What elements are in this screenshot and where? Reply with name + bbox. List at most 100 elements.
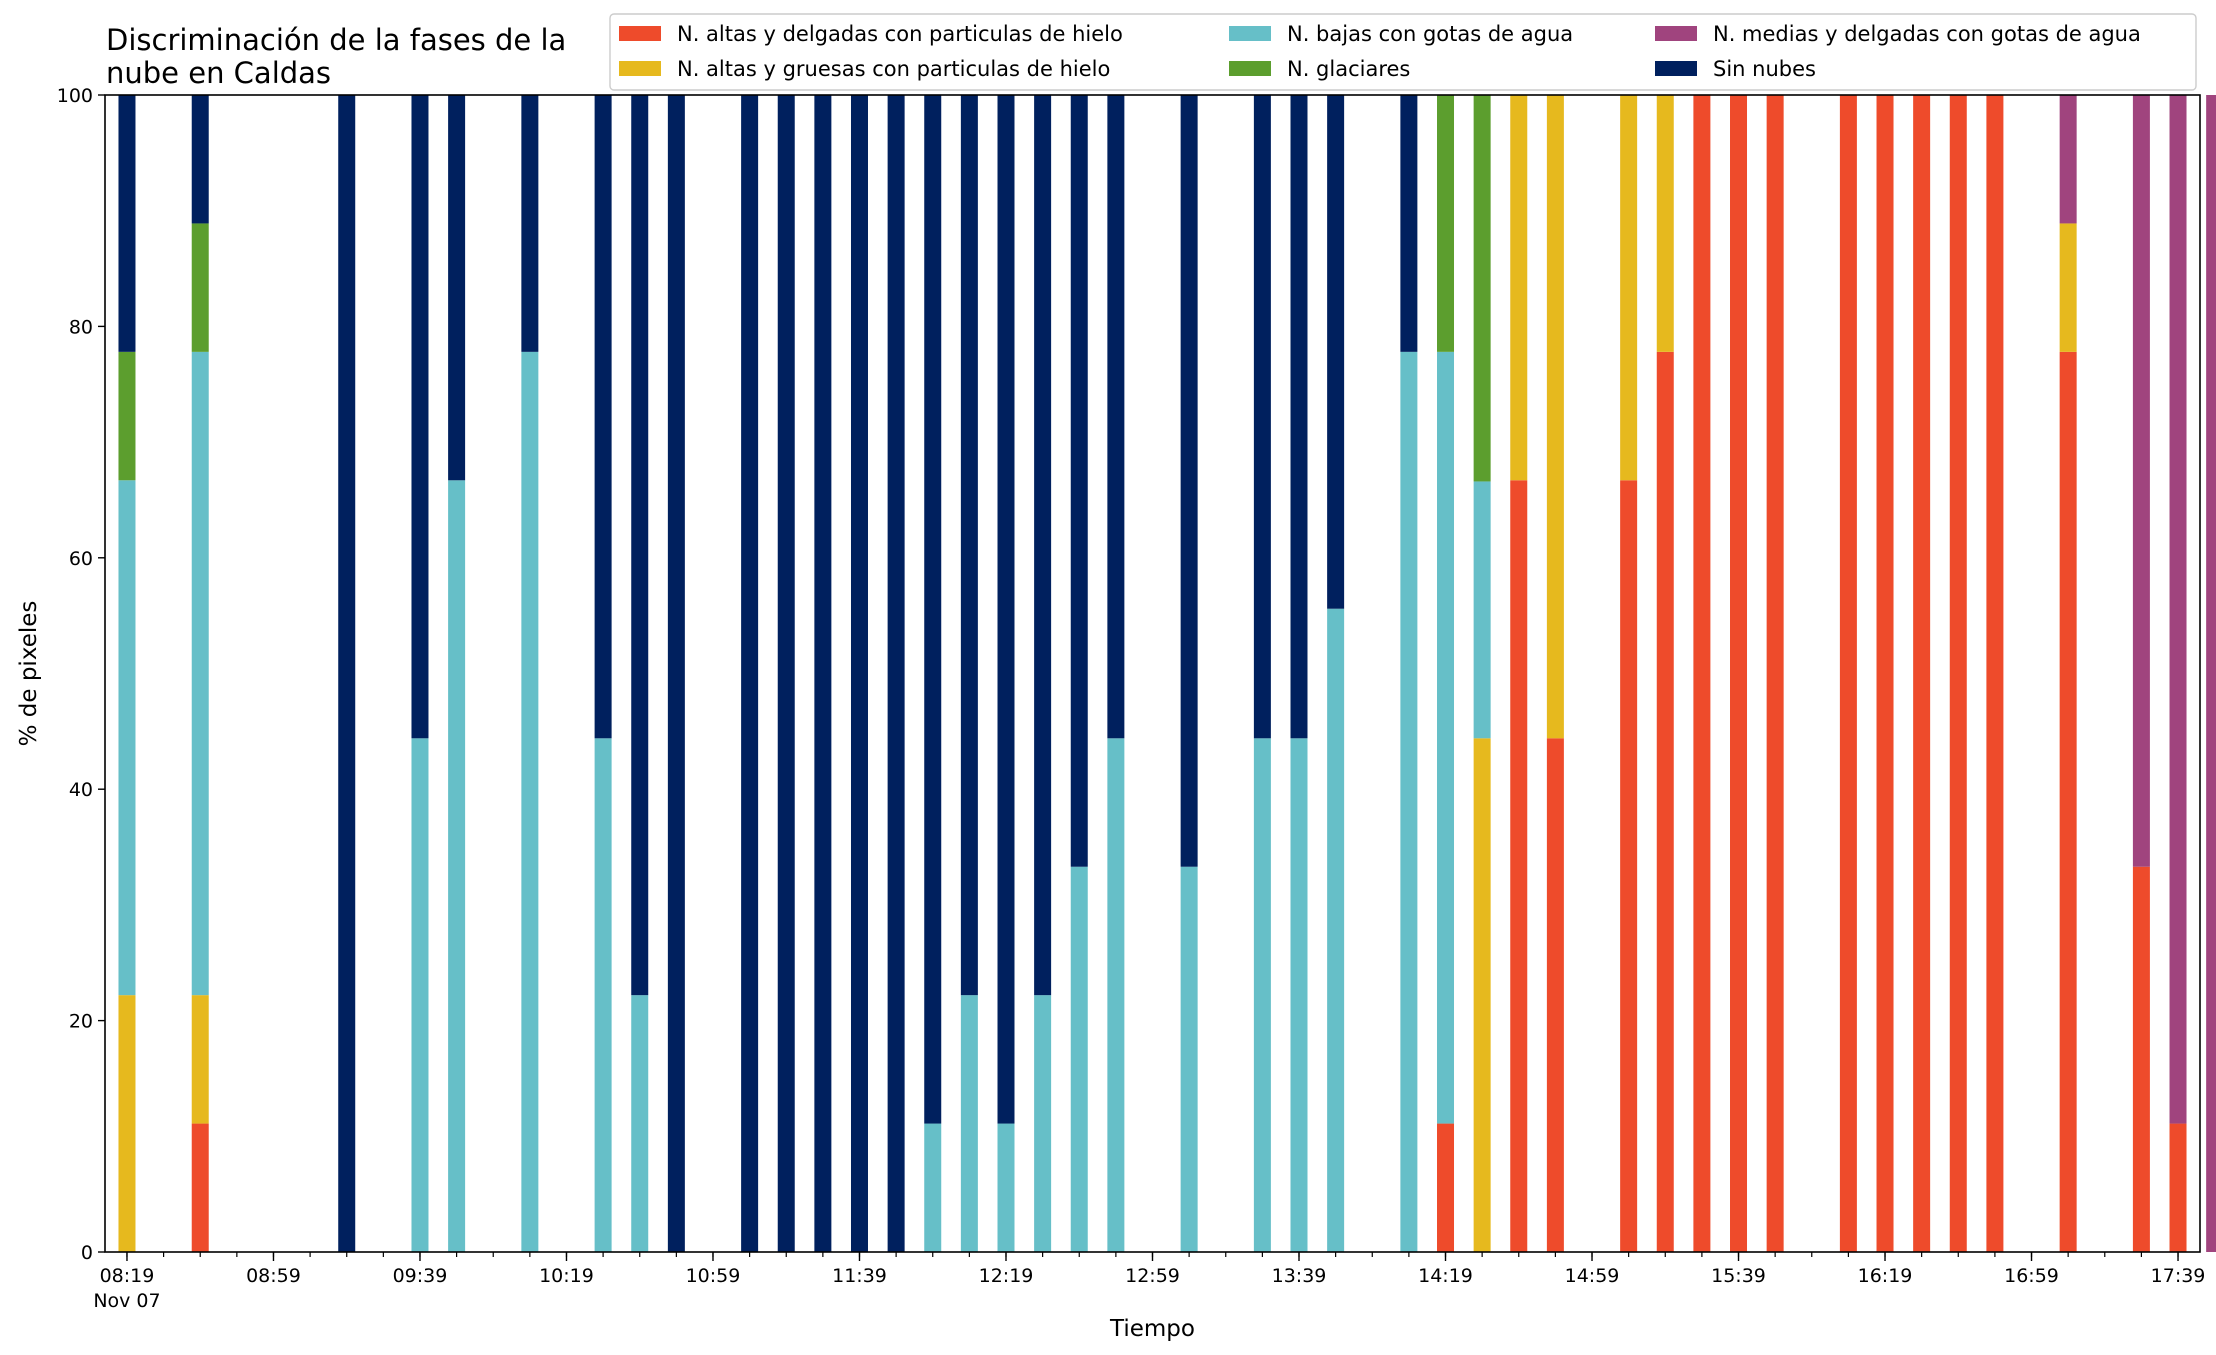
- bar-segment-27-1: [1510, 95, 1528, 481]
- bar-segment-15-2: [960, 995, 978, 1252]
- bar-segment-0-5: [118, 95, 136, 352]
- bar-segment-33-0: [1766, 95, 1784, 1252]
- y-tick-label: 40: [69, 779, 93, 801]
- bar-segment-7-5: [631, 95, 649, 996]
- x-tick-label: 10:19: [539, 1265, 594, 1287]
- bar-segment-12-5: [850, 95, 868, 1252]
- bar-segment-14-2: [924, 1123, 942, 1252]
- bar-segment-18-2: [1070, 866, 1088, 1252]
- bar-segment-3-2: [411, 738, 429, 1252]
- bar-segment-18-5: [1070, 95, 1088, 867]
- bar-segment-17-5: [1034, 95, 1052, 996]
- bars-layer: [118, 95, 2216, 1253]
- bar-segment-21-5: [1253, 95, 1271, 739]
- bar-segment-1-1: [191, 995, 209, 1124]
- bar-segment-39-4: [2059, 95, 2077, 224]
- bar-segment-1-2: [191, 351, 209, 996]
- bar-segment-20-2: [1180, 866, 1198, 1252]
- bar-segment-28-1: [1546, 95, 1564, 739]
- bar-segment-37-0: [1949, 95, 1967, 1252]
- bar-segment-16-5: [997, 95, 1015, 1124]
- bar-segment-30-1: [1656, 95, 1674, 352]
- bar-segment-14-5: [924, 95, 942, 1124]
- bar-segment-29-1: [1620, 95, 1638, 481]
- legend-entry-label: N. bajas con gotas de agua: [1287, 22, 1573, 46]
- bar-segment-1-0: [191, 1123, 209, 1252]
- legend-swatch: [619, 26, 661, 41]
- bar-segment-10-5: [777, 95, 795, 1252]
- bar-segment-11-5: [814, 95, 832, 1252]
- bar-segment-27-0: [1510, 480, 1528, 1252]
- bar-segment-35-0: [1876, 95, 1894, 1252]
- bar-segment-25-3: [1437, 95, 1455, 352]
- bar-segment-4-2: [448, 480, 466, 1252]
- bar-segment-31-0: [1693, 95, 1711, 1252]
- x-tick-label: 11:39: [832, 1265, 887, 1287]
- bar-segment-19-5: [1107, 95, 1125, 739]
- bar-segment-21-2: [1253, 738, 1271, 1252]
- bar-segment-1-5: [191, 95, 209, 224]
- y-axis-label: % de pixeles: [16, 601, 42, 747]
- bar-segment-0-3: [118, 351, 136, 481]
- x-tick-label: 12:59: [1125, 1265, 1180, 1287]
- chart-title-line: Discriminación de la fases de la: [106, 23, 566, 57]
- bar-segment-41-4: [2169, 95, 2187, 1124]
- bar-segment-23-2: [1327, 608, 1345, 1252]
- legend-entry-label: N. altas y delgadas con particulas de hi…: [677, 22, 1123, 46]
- bar-segment-17-2: [1034, 995, 1052, 1252]
- x-tick-label: 08:19: [100, 1265, 155, 1287]
- bar-segment-39-1: [2059, 223, 2077, 352]
- chart-title-line: nube en Caldas: [106, 56, 331, 90]
- bar-segment-38-0: [1986, 95, 2004, 1252]
- x-tick-label: 17:39: [2151, 1265, 2206, 1287]
- y-tick-label: 100: [57, 85, 93, 107]
- bar-segment-34-0: [1839, 95, 1857, 1252]
- bar-segment-26-2: [1473, 481, 1491, 739]
- bar-segment-5-2: [521, 351, 539, 1253]
- legend-entry-label: N. glaciares: [1287, 57, 1410, 81]
- legend-entry-label: Sin nubes: [1713, 57, 1816, 81]
- bar-segment-30-0: [1656, 351, 1674, 1253]
- bar-segment-19-2: [1107, 738, 1125, 1252]
- bar-segment-41-0: [2169, 1123, 2187, 1252]
- bar-segment-8-5: [667, 95, 685, 1252]
- y-tick-label: 80: [69, 316, 93, 338]
- legend-entry-label: N. altas y gruesas con particulas de hie…: [677, 57, 1110, 81]
- legend-swatch: [1229, 26, 1271, 41]
- bar-segment-42-4: [2206, 95, 2216, 1252]
- legend-entry-label: N. medias y delgadas con gotas de agua: [1713, 22, 2141, 46]
- x-tick-label: 14:59: [1565, 1265, 1620, 1287]
- x-axis-label: Tiempo: [1109, 1316, 1195, 1342]
- bar-segment-23-5: [1327, 95, 1345, 609]
- x-tick-label: 16:19: [1858, 1265, 1913, 1287]
- x-tick-label: 13:39: [1272, 1265, 1327, 1287]
- bar-segment-4-5: [448, 95, 466, 481]
- bar-segment-15-5: [960, 95, 978, 996]
- y-axis: 0 20 40 60 80 100: [57, 85, 105, 1264]
- bar-segment-1-3: [191, 223, 209, 352]
- legend-swatch: [1229, 61, 1271, 76]
- legend-swatch: [1655, 26, 1697, 41]
- legend-swatch: [619, 61, 661, 76]
- bar-segment-22-5: [1290, 95, 1308, 739]
- bar-segment-20-5: [1180, 95, 1198, 867]
- bar-segment-22-2: [1290, 738, 1308, 1252]
- plot-frame: [104, 94, 2201, 1253]
- bar-segment-9-5: [741, 95, 759, 1252]
- bar-segment-26-1: [1473, 738, 1491, 1252]
- bar-segment-25-0: [1437, 1123, 1455, 1252]
- bar-segment-28-0: [1546, 738, 1564, 1252]
- bar-segment-39-0: [2059, 351, 2077, 1253]
- bar-segment-26-3: [1473, 95, 1491, 482]
- x-tick-label: 16:59: [2004, 1265, 2059, 1287]
- bar-segment-40-4: [2132, 95, 2150, 867]
- legend-box: [609, 13, 2197, 91]
- y-tick-label: 0: [81, 1242, 93, 1264]
- x-tick-label: 14:19: [1418, 1265, 1473, 1287]
- bar-segment-0-1: [118, 995, 136, 1252]
- x-tick-label: 08:59: [246, 1265, 301, 1287]
- x-axis: 08:19 Nov 07 08:59 09:39 10:19 10:59 11:39 12:1…: [93, 1252, 2205, 1312]
- bar-segment-25-2: [1437, 351, 1455, 1124]
- x-tick-label: 15:39: [1711, 1265, 1766, 1287]
